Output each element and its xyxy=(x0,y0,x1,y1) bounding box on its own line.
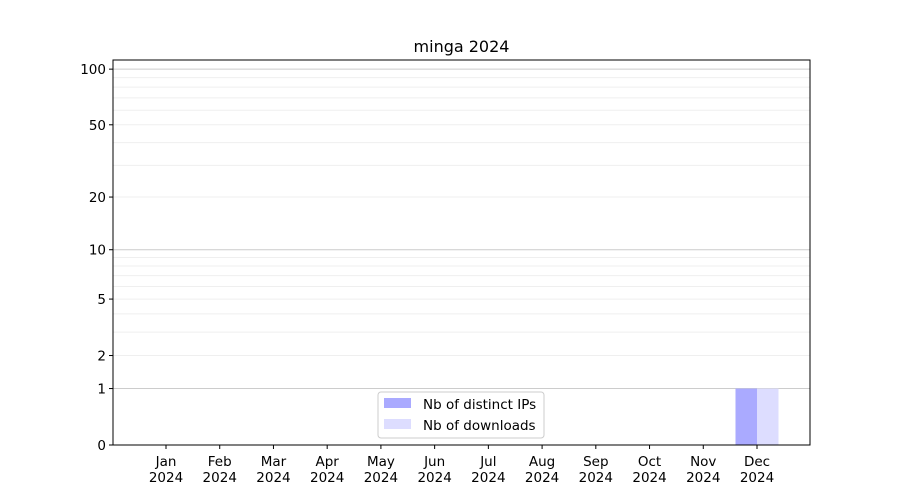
bar-distinct-ips xyxy=(735,388,757,445)
y-tick-label: 10 xyxy=(89,243,106,259)
x-tick-label: Nov xyxy=(690,454,716,470)
y-tick-label: 20 xyxy=(89,190,106,206)
x-tick-label: 2024 xyxy=(471,470,505,486)
x-tick-label: 2024 xyxy=(525,470,559,486)
y-tick-label: 50 xyxy=(89,118,106,134)
x-tick-label: 2024 xyxy=(149,470,183,486)
chart-title: minga 2024 xyxy=(414,37,510,56)
x-tick-label: Jun xyxy=(423,454,445,470)
x-tick-label: 2024 xyxy=(256,470,290,486)
x-tick-label: Jul xyxy=(479,454,496,470)
x-tick-label: 2024 xyxy=(632,470,666,486)
x-tick-label: 2024 xyxy=(203,470,237,486)
x-tick-label: 2024 xyxy=(417,470,451,486)
x-tick-label: Dec xyxy=(744,454,770,470)
legend-label-distinct-ips: Nb of distinct IPs xyxy=(423,397,536,413)
x-tick-label: Apr xyxy=(316,454,340,470)
y-axis: 0 1 2 5 10 20 50 100 xyxy=(80,62,113,454)
x-tick-label: 2024 xyxy=(364,470,398,486)
bars xyxy=(735,388,779,445)
grid xyxy=(113,68,810,390)
x-tick-label: Jan xyxy=(155,454,177,470)
y-tick-label: 5 xyxy=(97,292,106,308)
x-tick-label: 2024 xyxy=(310,470,344,486)
legend-swatch-distinct-ips xyxy=(384,398,411,408)
x-axis: Jan2024Feb2024Mar2024Apr2024May2024Jun20… xyxy=(149,445,774,486)
x-tick-label: Oct xyxy=(638,454,661,470)
x-tick-label: 2024 xyxy=(740,470,774,486)
bar-downloads xyxy=(757,388,779,445)
y-tick-label: 1 xyxy=(97,382,106,398)
y-tick-label: 0 xyxy=(97,438,106,454)
y-tick-label: 2 xyxy=(97,349,106,365)
x-tick-label: 2024 xyxy=(686,470,720,486)
legend: Nb of distinct IPs Nb of downloads xyxy=(377,391,545,439)
y-tick-label: 100 xyxy=(80,62,106,78)
x-tick-label: Feb xyxy=(208,454,232,470)
x-tick-label: Aug xyxy=(529,454,555,470)
legend-swatch-downloads xyxy=(384,419,411,429)
x-tick-label: May xyxy=(367,454,395,470)
legend-label-downloads: Nb of downloads xyxy=(423,418,536,434)
x-tick-label: Mar xyxy=(261,454,287,470)
x-tick-label: 2024 xyxy=(579,470,613,486)
x-tick-label: Sep xyxy=(583,454,608,470)
plot-frame xyxy=(112,59,811,446)
